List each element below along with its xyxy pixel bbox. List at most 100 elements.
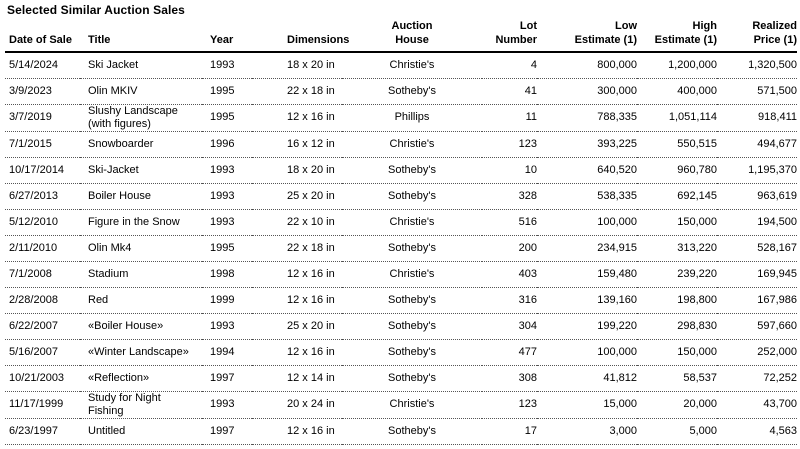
cell-high-estimate: 400,000 — [677, 84, 717, 97]
column-header-line: Realized — [752, 20, 797, 32]
cell-low-estimate: 100,000 — [597, 215, 637, 228]
cell-title: Ski-Jacket — [88, 163, 139, 176]
table-row: 2/11/2010 Olin Mk4 1995 22 x 18 in Sotheby's… — [5, 235, 797, 261]
cell-low-estimate: 538,335 — [597, 189, 637, 202]
cell-auction-house: Sotheby's — [388, 345, 436, 358]
cell-date-of-sale: 2/28/2008 — [9, 293, 58, 306]
cell-high-estimate: 1,200,000 — [668, 58, 717, 71]
cell-dimensions: 12 x 16 in — [287, 345, 335, 358]
column-header-line: Auction — [391, 20, 433, 32]
cell-year: 1996 — [210, 137, 235, 150]
column-header-year: Year — [202, 19, 252, 53]
cell-date-of-sale: 10/17/2014 — [9, 163, 65, 176]
cell-auction-house: Phillips — [394, 111, 430, 123]
column-header-title: Title — [80, 19, 202, 53]
cell-dimensions: 12 x 16 in — [287, 424, 335, 437]
table-row: 5/12/2010 Figure in the Snow 1993 22 x 10 i… — [5, 209, 797, 235]
cell-dimensions: 22 x 10 in — [287, 215, 335, 228]
cell-low-estimate: 15,000 — [603, 398, 637, 410]
cell-title: Figure in the Snow — [88, 215, 180, 228]
cell-lot-number: 123 — [518, 398, 537, 410]
cell-year: 1997 — [210, 371, 235, 384]
cell-date-of-sale: 3/7/2019 — [9, 111, 52, 123]
cell-realized-price: 918,411 — [758, 111, 797, 123]
cell-low-estimate: 300,000 — [597, 84, 637, 97]
cell-auction-house: Sotheby's — [388, 293, 436, 306]
cell-lot-number: 516 — [518, 215, 537, 228]
cell-lot-number: 328 — [518, 189, 537, 202]
cell-date-of-sale: 10/21/2003 — [9, 371, 65, 384]
cell-year: 1993 — [210, 398, 235, 410]
cell-title: Slushy Landscape (with figures) — [88, 104, 178, 130]
cell-year: 1994 — [210, 345, 235, 358]
document-page: Selected Similar Auction Sales Date of S… — [0, 3, 800, 449]
cell-date-of-sale: 2/11/2010 — [9, 241, 58, 254]
cell-dimensions: 18 x 20 in — [287, 163, 335, 176]
cell-low-estimate: 640,520 — [597, 163, 637, 176]
cell-title: «Boiler House» — [88, 319, 164, 332]
cell-date-of-sale: 6/22/2007 — [9, 319, 58, 332]
column-header-line: Year — [210, 34, 234, 46]
cell-auction-house: Christie's — [389, 398, 435, 410]
cell-date-of-sale: 6/27/2013 — [9, 189, 58, 202]
cell-dimensions: 22 x 18 in — [287, 84, 335, 97]
cell-realized-price: 194,500 — [757, 215, 797, 228]
table-row: 10/17/2014 Ski-Jacket 1993 18 x 20 in Sotheb… — [5, 157, 797, 183]
column-header-line: Low — [615, 20, 637, 32]
cell-lot-number: 304 — [518, 319, 537, 332]
cell-realized-price: 43,700 — [763, 398, 797, 410]
cell-lot-number: 11 — [525, 111, 537, 123]
cell-date-of-sale: 11/17/1999 — [9, 398, 64, 410]
cell-lot-number: 17 — [524, 424, 537, 437]
cell-title: «Winter Landscape» — [88, 345, 189, 358]
cell-year: 1999 — [210, 293, 235, 306]
cell-auction-house: Christie's — [389, 58, 435, 71]
column-header-line: Dimensions — [287, 34, 350, 46]
cell-realized-price: 1,320,500 — [748, 58, 797, 71]
column-header-line: Estimate (1) — [654, 34, 717, 46]
cell-high-estimate: 298,830 — [677, 319, 717, 332]
page-title: Selected Similar Auction Sales — [7, 3, 185, 17]
cell-realized-price: 597,660 — [757, 319, 797, 332]
cell-realized-price: 72,252 — [763, 371, 797, 384]
cell-title: Ski Jacket — [88, 58, 139, 71]
cell-high-estimate: 313,220 — [677, 241, 717, 254]
auction-sales-table: Date of Sale Title Year Dimensions Auction Ho… — [5, 19, 797, 445]
column-header-lot-number: Lot Number — [482, 19, 537, 53]
cell-high-estimate: 1,051,114 — [668, 111, 717, 123]
cell-lot-number: 200 — [518, 241, 537, 254]
cell-high-estimate: 5,000 — [689, 424, 717, 437]
cell-year: 1993 — [210, 163, 235, 176]
cell-title: «Reflection» — [88, 371, 150, 384]
cell-dimensions: 18 x 20 in — [287, 58, 335, 71]
cell-year: 1995 — [210, 241, 235, 254]
cell-year: 1997 — [210, 424, 235, 437]
cell-auction-house: Christie's — [389, 215, 435, 228]
column-header-realized-price: Realized Price (1) — [717, 19, 797, 53]
column-header-line: Date of Sale — [9, 34, 72, 46]
cell-dimensions: 22 x 18 in — [287, 241, 335, 254]
cell-title: Snowboarder — [88, 137, 154, 150]
cell-lot-number: 308 — [518, 371, 537, 384]
cell-year: 1995 — [210, 84, 235, 97]
cell-lot-number: 41 — [524, 84, 537, 97]
cell-date-of-sale: 5/14/2024 — [9, 58, 58, 71]
cell-title: Study for Night Fishing — [88, 391, 161, 417]
cell-realized-price: 252,000 — [757, 345, 797, 358]
cell-low-estimate: 199,220 — [597, 319, 637, 332]
cell-realized-price: 169,945 — [757, 267, 797, 280]
cell-low-estimate: 393,225 — [597, 137, 637, 150]
cell-title: Stadium — [88, 267, 129, 280]
cell-low-estimate: 234,915 — [597, 241, 637, 254]
cell-realized-price: 571,500 — [757, 84, 797, 97]
cell-realized-price: 963,619 — [757, 189, 797, 202]
cell-low-estimate: 3,000 — [609, 424, 637, 437]
cell-auction-house: Sotheby's — [388, 319, 436, 332]
cell-title: Olin Mk4 — [88, 241, 132, 254]
table-row: 5/14/2024 Ski Jacket 1993 18 x 20 in Christi… — [5, 52, 797, 78]
cell-high-estimate: 960,780 — [677, 163, 717, 176]
cell-high-estimate: 239,220 — [677, 267, 717, 280]
cell-high-estimate: 550,515 — [677, 137, 717, 150]
cell-low-estimate: 159,480 — [597, 267, 637, 280]
cell-lot-number: 403 — [518, 267, 537, 280]
